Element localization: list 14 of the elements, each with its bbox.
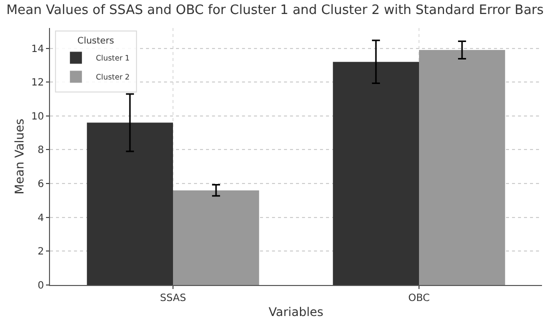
y-tick-label: 0 [38, 280, 44, 292]
legend-title: Clusters [77, 36, 114, 46]
x-tick-label: OBC [408, 293, 430, 304]
y-tick-label: 12 [31, 78, 44, 89]
y-tick-label: 10 [31, 111, 44, 122]
y-tick-label: 4 [38, 212, 44, 224]
x-axis-title: Variables [268, 304, 324, 319]
y-tick-label: 14 [31, 44, 44, 55]
y-tick-label: 8 [38, 145, 44, 156]
y-axis-title: Mean Values [12, 118, 27, 194]
y-tick-label: 2 [38, 246, 44, 258]
x-tick-label: SSAS [160, 293, 186, 304]
y-tick-label: 6 [38, 179, 44, 190]
chart-title: Mean Values of SSAS and OBC for Cluster 1 and Cluster 2 with Standard Error Bars [6, 2, 544, 18]
